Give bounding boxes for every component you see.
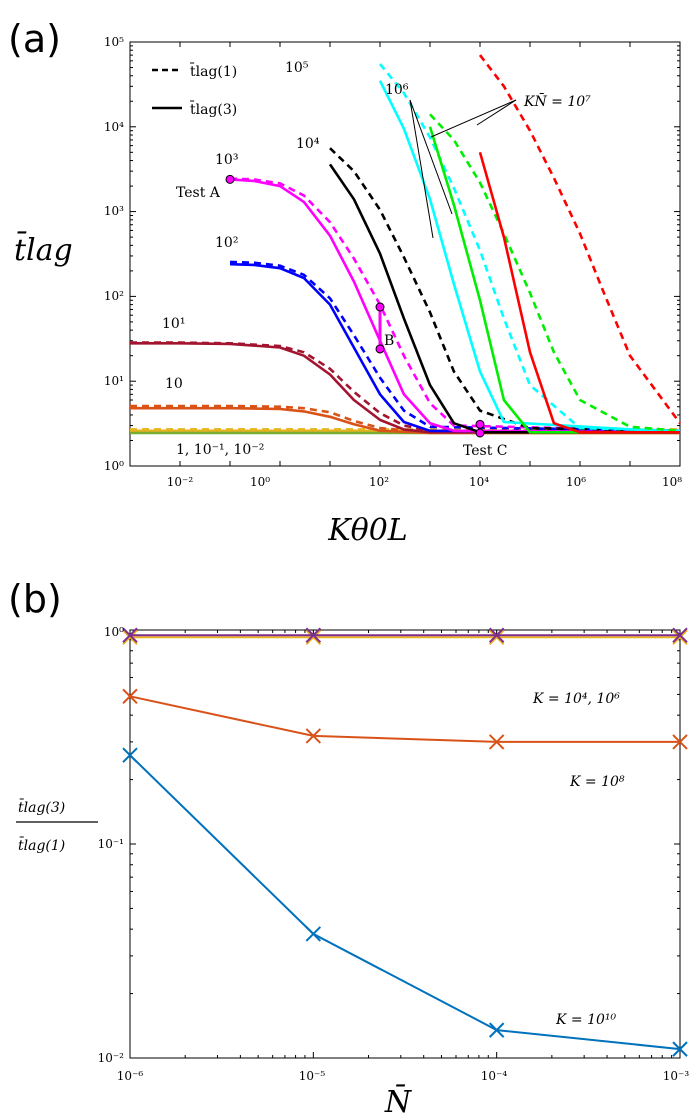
- b-series-marker: [305, 926, 322, 942]
- a-ytick-label: 10³: [104, 204, 124, 218]
- a-series-line: [130, 341, 680, 434]
- b-series-marker: [672, 629, 688, 645]
- annotation-n-1e4: 10⁴: [296, 136, 320, 152]
- annotation-test-a: Test A: [176, 185, 221, 201]
- annotation-k-1e10: K = 10¹⁰: [555, 1012, 617, 1028]
- annotation-k-1e8: K = 10⁸: [569, 774, 625, 790]
- b-series-marker: [305, 728, 322, 744]
- b-ytick-label: 10⁻¹: [98, 837, 124, 851]
- panel-a-markers: [225, 174, 485, 438]
- a-xtick-label: 10²: [369, 475, 389, 489]
- b-series-marker: [305, 627, 322, 643]
- b-series-marker: [122, 747, 138, 763]
- b-xtick-label: 10⁻⁴: [481, 1069, 508, 1083]
- panel-a-frame: [129, 41, 681, 467]
- annotation-test-c: Test C: [463, 443, 508, 459]
- leader-kn-red: [476, 99, 517, 126]
- a-ytick-label: 10⁵: [104, 35, 124, 49]
- annotation-n-1e6: 10⁶: [385, 82, 409, 98]
- leader-1e6-green: [409, 99, 434, 239]
- legend-solid-label: t̄lag(3): [190, 100, 238, 118]
- annotation-n-10: 10: [165, 376, 183, 392]
- annotation-k-small: K = 10⁴, 10⁶: [532, 691, 620, 707]
- a-ytick-label: 10²: [104, 289, 124, 303]
- b-series-marker: [305, 629, 322, 645]
- panel-a-ticks: [129, 41, 681, 467]
- a-series-line: [478, 54, 682, 424]
- test-marker: [475, 428, 485, 438]
- b-series-marker: [488, 627, 505, 643]
- b-ylabel-denominator: t̄lag(1): [18, 836, 65, 854]
- annotation-n-1e3: 10³: [215, 152, 238, 168]
- a-series-line: [229, 260, 681, 433]
- b-xtick-label: 10⁻⁵: [299, 1069, 326, 1083]
- b-series-marker: [488, 734, 505, 750]
- a-series-line: [428, 126, 680, 434]
- b-xtick-label: 10⁻³: [663, 1069, 690, 1083]
- a-xtick-label: 10⁴: [469, 475, 489, 489]
- b-series-marker: [672, 734, 688, 750]
- annotation-n-1e2: 10²: [215, 235, 238, 251]
- a-xtick-label: 10⁰: [250, 475, 270, 489]
- b-series-marker: [122, 688, 138, 705]
- a-xtick-label: 10⁸: [662, 475, 682, 489]
- annotation-test-b: B: [384, 333, 394, 349]
- annotation-n-1e1: 10¹: [162, 316, 185, 332]
- a-series-line: [328, 163, 680, 434]
- leader-kn-green: [430, 99, 517, 138]
- a-ytick-label: 10⁰: [104, 459, 124, 473]
- panel-a-label: (a): [8, 17, 61, 61]
- test-marker: [375, 302, 385, 312]
- a-ylabel: t̄lag: [14, 230, 73, 268]
- b-series-line: [129, 754, 681, 1051]
- a-series-line: [229, 177, 681, 433]
- leader-1e6-red: [409, 99, 453, 215]
- a-xtick-label: 10⁶: [566, 475, 586, 489]
- a-series-line: [478, 151, 680, 434]
- a-series-line: [429, 113, 681, 433]
- panel-a-axes: [129, 41, 681, 467]
- b-series-marker: [672, 627, 688, 643]
- a-series-line: [130, 341, 680, 433]
- b-series-marker: [488, 1022, 505, 1038]
- b-ytick-label: 10⁻²: [98, 1051, 125, 1065]
- test-marker: [375, 344, 385, 354]
- test-marker: [475, 419, 485, 429]
- legend-dashed-label: t̄lag(1): [190, 62, 238, 80]
- panel-b-label: (b): [8, 577, 62, 621]
- a-xtick-label: 10⁻²: [167, 475, 194, 489]
- a-series-line: [378, 80, 681, 434]
- annotation-leaders: [409, 99, 517, 239]
- a-ytick-label: 10⁴: [104, 120, 124, 134]
- b-series-marker: [122, 629, 138, 645]
- annotation-kn-1e7: KN̄ = 10⁷: [523, 92, 591, 110]
- b-xlabel: N̄: [384, 1084, 413, 1120]
- b-series-marker: [672, 1041, 688, 1057]
- b-xtick-label: 10⁻⁶: [117, 1069, 144, 1083]
- b-ylabel-numerator: t̄lag(3): [18, 798, 65, 816]
- annotation-n-1e5: 10⁵: [285, 60, 309, 76]
- test-marker: [225, 174, 235, 184]
- a-series-line: [329, 147, 681, 433]
- b-ytick-label: 10⁰: [104, 625, 124, 639]
- a-series-line: [229, 262, 681, 434]
- b-series-line: [129, 695, 680, 743]
- panel-b-series: [122, 627, 688, 1057]
- annotation-n-small: 1, 10⁻¹, 10⁻²: [176, 442, 264, 458]
- panel-a-legend: t̄lag(1) t̄lag(3): [152, 62, 237, 118]
- b-series-marker: [122, 627, 138, 643]
- a-series-line: [130, 406, 680, 435]
- a-xlabel: Kθ0L: [327, 513, 407, 548]
- b-series-marker: [488, 629, 505, 645]
- a-series-line: [229, 178, 681, 434]
- a-ytick-label: 10¹: [104, 374, 124, 388]
